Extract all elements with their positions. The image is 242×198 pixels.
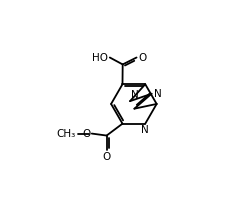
Text: N: N xyxy=(141,125,149,135)
Text: O: O xyxy=(103,152,111,162)
Text: O: O xyxy=(82,129,90,139)
Text: O: O xyxy=(138,52,146,63)
Text: CH₃: CH₃ xyxy=(57,129,76,139)
Text: N: N xyxy=(154,89,162,99)
Text: N: N xyxy=(131,90,139,100)
Text: HO: HO xyxy=(92,52,108,63)
